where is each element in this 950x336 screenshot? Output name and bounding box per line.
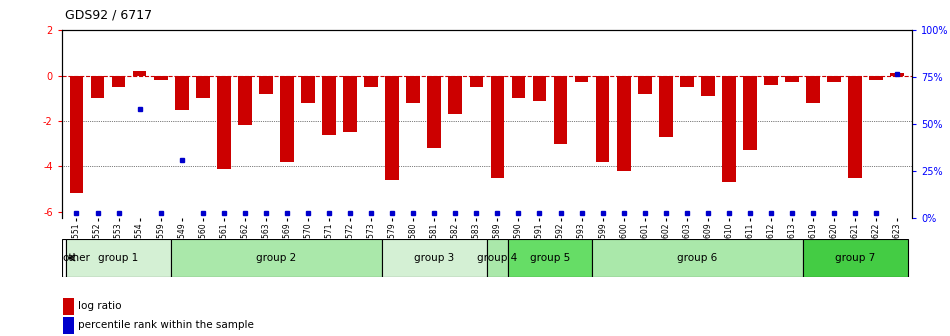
Text: group 4: group 4 xyxy=(477,253,518,263)
Bar xyxy=(66,239,171,277)
Bar xyxy=(112,76,125,87)
Text: other: other xyxy=(63,253,90,263)
Bar xyxy=(238,76,252,125)
Bar xyxy=(259,76,273,94)
Bar xyxy=(154,76,167,80)
Bar xyxy=(722,76,735,182)
Bar xyxy=(171,239,382,277)
Bar xyxy=(617,76,631,171)
Text: group 6: group 6 xyxy=(677,253,717,263)
Bar xyxy=(469,76,484,87)
Bar xyxy=(890,73,904,76)
Bar xyxy=(90,76,104,98)
Bar xyxy=(743,76,757,151)
Bar xyxy=(592,239,803,277)
Bar xyxy=(133,71,146,76)
Bar xyxy=(637,76,652,94)
Text: group 5: group 5 xyxy=(530,253,570,263)
Bar xyxy=(786,76,799,82)
Bar xyxy=(575,76,588,82)
Bar xyxy=(64,298,74,315)
Bar xyxy=(680,76,694,87)
Bar xyxy=(343,76,357,132)
Text: group 7: group 7 xyxy=(835,253,875,263)
Bar xyxy=(508,239,592,277)
Bar xyxy=(69,76,84,194)
Bar xyxy=(848,76,862,178)
Bar xyxy=(175,76,188,110)
Bar xyxy=(62,239,66,277)
Text: group 2: group 2 xyxy=(256,253,296,263)
Bar xyxy=(807,76,820,103)
Bar xyxy=(322,76,336,134)
Bar xyxy=(428,76,441,148)
Bar xyxy=(659,76,673,137)
Bar xyxy=(217,76,231,169)
Text: group 3: group 3 xyxy=(414,253,454,263)
Bar xyxy=(869,76,884,80)
Bar xyxy=(64,317,74,334)
Bar xyxy=(827,76,841,82)
Text: GDS92 / 6717: GDS92 / 6717 xyxy=(65,8,152,22)
Bar xyxy=(382,239,486,277)
Bar xyxy=(803,239,908,277)
Bar xyxy=(196,76,210,98)
Bar xyxy=(448,76,462,114)
Text: log ratio: log ratio xyxy=(78,301,122,311)
Bar xyxy=(596,76,610,162)
Text: group 1: group 1 xyxy=(99,253,139,263)
Bar xyxy=(386,76,399,180)
Bar xyxy=(301,76,314,103)
Text: percentile rank within the sample: percentile rank within the sample xyxy=(78,320,254,330)
Bar xyxy=(280,76,294,162)
Bar xyxy=(512,76,525,98)
Bar xyxy=(701,76,714,96)
Bar xyxy=(554,76,567,143)
Bar xyxy=(490,76,504,178)
Bar xyxy=(407,76,420,103)
Bar xyxy=(486,239,508,277)
Bar xyxy=(764,76,778,85)
Bar xyxy=(364,76,378,87)
Bar xyxy=(533,76,546,100)
